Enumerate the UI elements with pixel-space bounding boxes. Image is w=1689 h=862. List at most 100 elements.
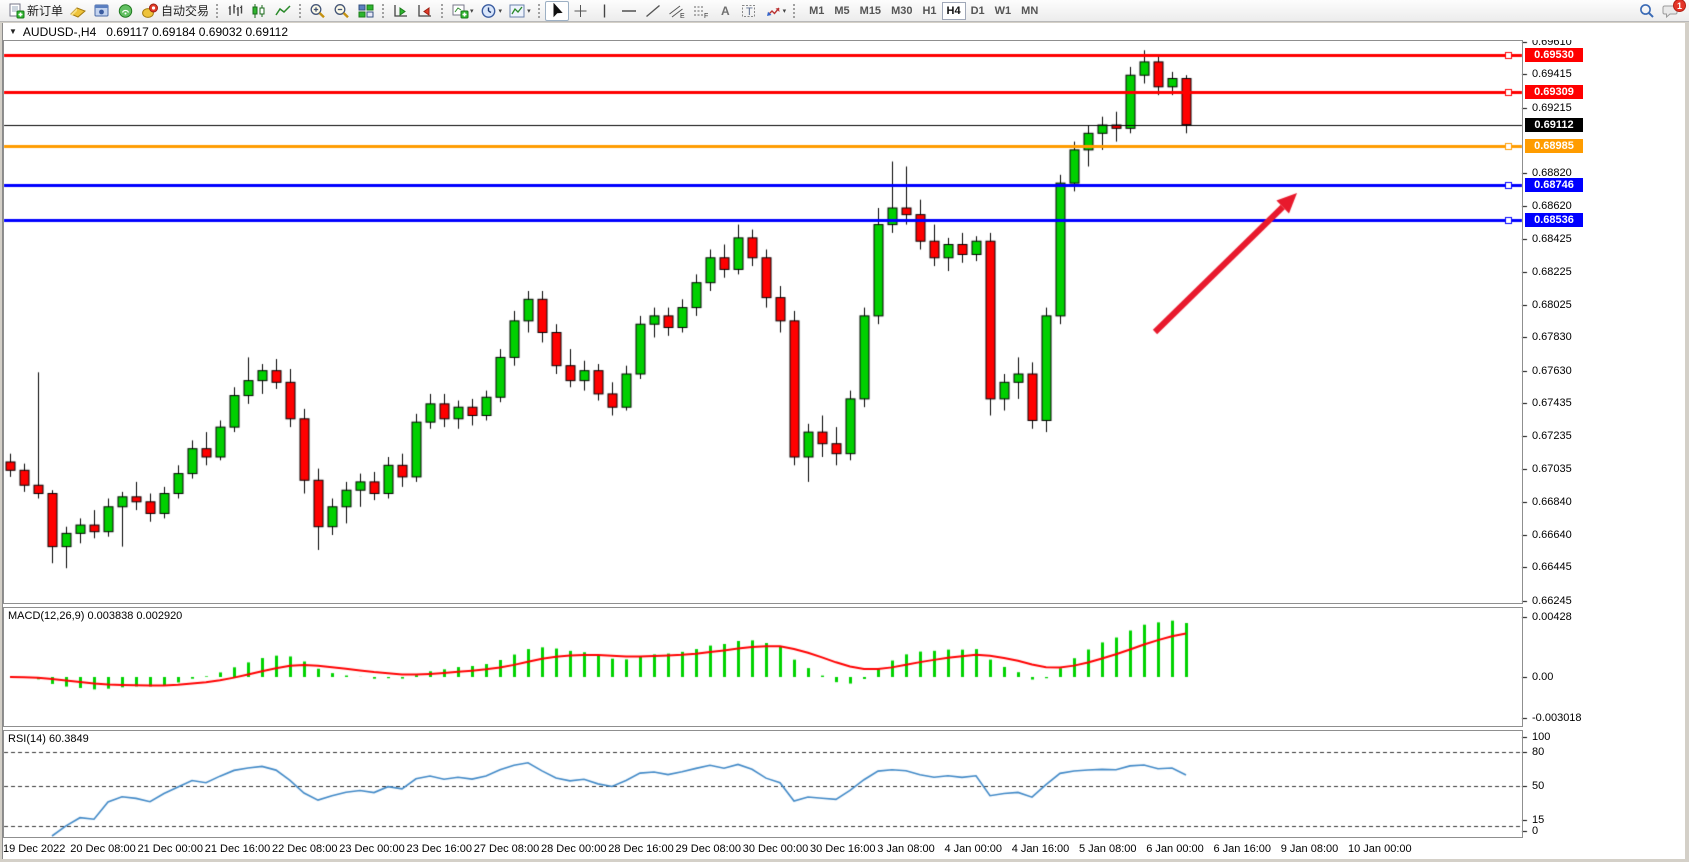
svg-text:F: F xyxy=(704,13,708,19)
autotrading-button-label: 自动交易 xyxy=(161,4,210,18)
chart-ohlc-values: 0.69117 0.69184 0.69032 0.69112 xyxy=(106,24,288,39)
macd-name: MACD(12,26,9) xyxy=(8,610,85,622)
toolbar-group-chart-type xyxy=(223,0,295,22)
rsi-name: RSI(14) xyxy=(8,733,46,745)
toolbar-right-icons: 1 xyxy=(1635,0,1686,22)
toolbar-separator xyxy=(536,2,542,19)
toolbar-separator xyxy=(440,2,446,19)
gold-bar-icon xyxy=(69,3,87,19)
window-bottom-edge xyxy=(0,859,1689,862)
zoom-in-button[interactable] xyxy=(306,1,330,21)
rsi-value: 60.3849 xyxy=(48,733,89,745)
fibo-icon: F xyxy=(692,3,710,19)
data-window-button[interactable] xyxy=(90,1,114,21)
toolbar-group-new-objects: ▾ ▾ ▾ xyxy=(448,0,534,22)
tile-windows-button[interactable] xyxy=(354,1,378,21)
green-signal-icon xyxy=(117,3,135,19)
zoom-out-button[interactable] xyxy=(330,1,354,21)
macd-panel[interactable] xyxy=(3,607,1523,727)
textT-icon: T xyxy=(740,3,758,19)
crosshair-button[interactable] xyxy=(569,1,593,21)
channel-button[interactable]: E xyxy=(665,1,689,21)
timeframe-button-h1[interactable]: H1 xyxy=(922,4,937,17)
market-watch-button[interactable] xyxy=(66,1,90,21)
horizontal-line-button[interactable] xyxy=(617,1,641,21)
notifications-button[interactable]: 1 xyxy=(1659,0,1686,21)
timeframe-button-m1[interactable]: M1 xyxy=(809,4,825,17)
crosshair-icon xyxy=(572,3,590,19)
svg-text:E: E xyxy=(680,13,685,19)
svg-text:A: A xyxy=(721,4,730,18)
autotrading-button[interactable]: 自动交易 xyxy=(138,1,212,21)
dropdown-caret-icon[interactable]: ▾ xyxy=(782,7,787,15)
dropdown-caret-icon[interactable]: ▾ xyxy=(498,7,503,15)
cursor-icon xyxy=(548,2,566,19)
text-button[interactable]: A xyxy=(713,1,737,21)
bars-icon xyxy=(226,3,244,19)
timeframe-button-d1[interactable]: D1 xyxy=(970,4,985,17)
macd-values: 0.003838 0.002920 xyxy=(87,610,183,622)
search-button[interactable] xyxy=(1635,1,1659,21)
toolbar-separator xyxy=(381,2,387,19)
notification-badge: 1 xyxy=(1673,0,1686,12)
dropdown-caret-icon[interactable]: ▾ xyxy=(470,7,474,15)
new-chart-button[interactable]: ▾ xyxy=(448,1,477,21)
chart-title-bar: ▼ AUDUSD-,H4 0.69117 0.69184 0.69032 0.6… xyxy=(3,23,1686,40)
toolbar-separator xyxy=(215,2,221,19)
timeframe-button-m15[interactable]: M15 xyxy=(859,4,882,17)
zoom-in-icon xyxy=(309,3,327,19)
candles-icon xyxy=(250,3,268,19)
new-chart-icon xyxy=(451,3,469,19)
chart-dropdown-icon[interactable]: ▼ xyxy=(9,27,17,36)
timeframe-button-h4[interactable]: H4 xyxy=(941,1,966,20)
new-order-icon xyxy=(7,3,25,19)
clock-icon xyxy=(480,3,498,19)
toolbar-group-drawing: E F A T ▾ xyxy=(544,0,790,22)
bar-chart-button[interactable] xyxy=(223,1,247,21)
arrows-button[interactable]: ▾ xyxy=(761,1,790,21)
window-right-edge xyxy=(1685,22,1689,862)
template-icon xyxy=(508,3,526,19)
tile-icon xyxy=(357,3,375,19)
zoom-out-icon xyxy=(333,3,351,19)
vline-icon xyxy=(596,3,614,19)
text-label-button[interactable]: T xyxy=(737,1,761,21)
trendline-button[interactable] xyxy=(641,1,665,21)
svg-text:T: T xyxy=(746,6,753,18)
line-chart-button[interactable] xyxy=(271,1,295,21)
signals-button[interactable] xyxy=(114,1,138,21)
toolbar-separator xyxy=(792,2,798,19)
new-order-button[interactable]: 新订单 xyxy=(4,1,66,21)
templates-button[interactable]: ▾ xyxy=(505,1,534,21)
main-chart-area[interactable] xyxy=(3,40,1523,604)
toolbar-group-trade: 新订单 自动交易 xyxy=(4,0,212,22)
timeframe-toolbar: M1 M5 M15 M30 H1 H4 D1 W1 MN xyxy=(804,0,1043,22)
timeframe-button-w1[interactable]: W1 xyxy=(994,4,1012,17)
chart-shift-button[interactable] xyxy=(413,1,437,21)
profiles-button[interactable]: ▾ xyxy=(477,1,506,21)
rsi-panel[interactable] xyxy=(3,730,1523,838)
channel-icon: E xyxy=(668,3,686,19)
cursor-button[interactable] xyxy=(544,0,569,21)
rsi-indicator-label: RSI(14) 60.3849 xyxy=(8,733,89,745)
candle-chart-button[interactable] xyxy=(247,1,271,21)
timeframe-button-m5[interactable]: M5 xyxy=(834,4,850,17)
dropdown-caret-icon[interactable]: ▾ xyxy=(527,7,531,15)
chartshift-icon xyxy=(416,3,434,19)
vertical-line-button[interactable] xyxy=(593,1,617,21)
trendline-icon xyxy=(644,3,662,19)
hline-icon xyxy=(620,3,638,19)
timeframe-button-m30[interactable]: M30 xyxy=(891,4,913,17)
textA-icon: A xyxy=(716,3,734,19)
auto-scroll-button[interactable] xyxy=(389,1,413,21)
new-order-button-label: 新订单 xyxy=(27,4,64,18)
toolbar-group-zoom xyxy=(306,0,378,22)
fibonacci-button[interactable]: F xyxy=(689,1,713,21)
autoscroll-icon xyxy=(392,3,410,19)
timeframe-button-mn[interactable]: MN xyxy=(1021,4,1039,17)
toolbar-separator xyxy=(298,2,304,19)
macd-indicator-label: MACD(12,26,9) 0.003838 0.002920 xyxy=(8,610,182,622)
arrows-icon xyxy=(764,3,782,19)
